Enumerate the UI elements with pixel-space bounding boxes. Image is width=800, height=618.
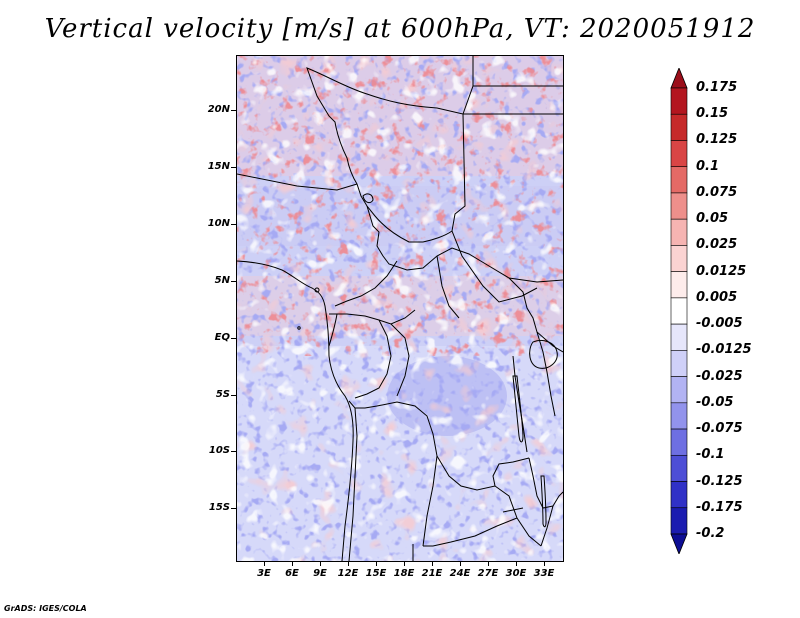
colorbar	[670, 68, 688, 554]
lat-tick	[231, 167, 236, 168]
lat-label-20n: 20N	[207, 104, 230, 115]
colorbar-label: -0.075	[696, 421, 743, 437]
colorbar-label: -0.025	[696, 368, 743, 384]
colorbar-segment	[670, 218, 688, 246]
lon-label-12e: 12E	[337, 568, 359, 579]
lat-tick	[231, 110, 236, 111]
colorbar-segment	[670, 245, 688, 272]
lon-tick	[376, 562, 377, 566]
lat-label-5s: 5S	[215, 389, 230, 400]
colorbar-label: -0.175	[696, 499, 743, 515]
lon-tick	[348, 562, 349, 566]
map-plot-area	[236, 55, 564, 562]
lat-label-eq: EQ	[214, 332, 230, 343]
lon-label-27e: 27E	[477, 568, 499, 579]
colorbar-segment	[670, 87, 688, 115]
lat-tick	[231, 451, 236, 452]
colorbar-segment	[670, 350, 688, 377]
lat-label-10s: 10S	[208, 445, 230, 456]
lon-tick	[292, 562, 293, 566]
colorbar-label: 0.175	[696, 80, 738, 95]
colorbar-segments	[670, 68, 688, 554]
colorbar-label: 0.15	[696, 106, 729, 122]
lon-tick	[432, 562, 433, 566]
colorbar-label: -0.05	[696, 394, 734, 410]
chart-title: Vertical velocity [m/s] at 600hPa, VT: 2…	[44, 14, 756, 44]
colorbar-segment	[670, 376, 688, 404]
colorbar-label: 0.0125	[696, 263, 747, 279]
lat-label-5n: 5N	[214, 275, 230, 286]
colorbar-segment	[670, 297, 688, 325]
lat-label-15s: 15S	[208, 502, 230, 513]
lon-label-15e: 15E	[365, 568, 387, 579]
colorbar-label: -0.1	[696, 447, 725, 463]
lat-tick	[231, 281, 236, 282]
lon-label-6e: 6E	[285, 568, 299, 579]
colorbar-segment	[670, 507, 688, 535]
map-boundaries	[237, 56, 563, 561]
colorbar-top-triangle	[670, 68, 688, 89]
lat-tick	[231, 224, 236, 225]
colorbar-label: -0.0125	[696, 342, 752, 358]
colorbar-label: 0.125	[696, 132, 738, 148]
lon-tick	[460, 562, 461, 566]
colorbar-segment	[670, 271, 688, 299]
colorbar-segment	[670, 140, 688, 168]
lat-tick	[231, 508, 236, 509]
velocity-field-svg	[237, 56, 563, 561]
lon-tick	[488, 562, 489, 566]
lon-tick	[264, 562, 265, 566]
lat-label-15n: 15N	[207, 161, 230, 172]
colorbar-label: 0.025	[696, 237, 738, 253]
lon-label-3e: 3E	[257, 568, 271, 579]
lon-tick	[516, 562, 517, 566]
colorbar-segment	[670, 192, 688, 220]
colorbar-label: 0.05	[696, 211, 729, 227]
lat-tick	[231, 338, 236, 339]
lon-tick	[320, 562, 321, 566]
lon-tick	[404, 562, 405, 566]
colorbar-segment	[670, 166, 688, 194]
colorbar-segment	[670, 113, 688, 141]
colorbar-label: 0.075	[696, 184, 738, 200]
lon-label-9e: 9E	[313, 568, 327, 579]
lat-tick	[231, 395, 236, 396]
colorbar-label: -0.2	[696, 526, 725, 541]
lon-label-33e: 33E	[533, 568, 555, 579]
colorbar-bottom-triangle	[670, 533, 688, 554]
lon-tick	[544, 562, 545, 566]
colorbar-segment	[670, 402, 688, 430]
field-noise-white	[237, 56, 563, 561]
colorbar-segment	[670, 454, 688, 482]
colorbar-segment	[670, 323, 688, 351]
lon-label-30e: 30E	[505, 568, 527, 579]
lon-label-24e: 24E	[449, 568, 471, 579]
colorbar-label: 0.005	[696, 289, 738, 305]
credit-text: GrADS: IGES/COLA	[4, 604, 87, 613]
colorbar-label: 0.1	[696, 158, 720, 174]
lon-label-18e: 18E	[393, 568, 415, 579]
lat-label-10n: 10N	[207, 218, 230, 229]
colorbar-label: -0.125	[696, 473, 743, 489]
lon-label-21e: 21E	[421, 568, 443, 579]
colorbar-segment	[670, 428, 688, 456]
colorbar-label: -0.005	[696, 316, 743, 332]
colorbar-segment	[670, 481, 688, 509]
